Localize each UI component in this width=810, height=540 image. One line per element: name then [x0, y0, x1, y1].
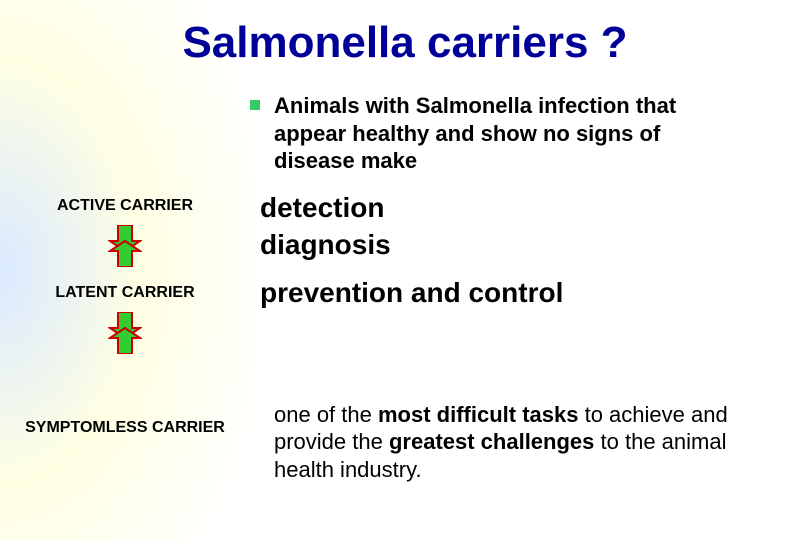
closing-bold-2: greatest challenges — [389, 429, 594, 454]
slide: Salmonella carriers ? Animals with Salmo… — [0, 0, 810, 540]
bullet-marker-icon — [250, 100, 260, 110]
keywords-column: detection diagnosis prevention and contr… — [250, 189, 810, 371]
keyword-prevention: prevention and control — [260, 274, 810, 312]
symptomless-carrier-label: SYMPTOMLESS CARRIER — [0, 401, 250, 437]
active-carrier-label: ACTIVE CARRIER — [57, 197, 193, 215]
carrier-column: ACTIVE CARRIER LATENT CARRIER — [0, 189, 250, 371]
arrow-icon — [108, 312, 142, 359]
bullet-row: Animals with Salmonella infection that a… — [0, 92, 810, 175]
bullet-text: Animals with Salmonella infection that a… — [274, 92, 744, 175]
keyword-diagnosis: diagnosis — [260, 226, 810, 264]
closing-text: one of the most difficult tasks to achie… — [250, 401, 810, 484]
latent-carrier-label: LATENT CARRIER — [55, 284, 194, 302]
keyword-detection: detection — [260, 189, 810, 227]
closing-pre: one of the — [274, 402, 378, 427]
closing-bold-1: most difficult tasks — [378, 402, 578, 427]
arrow-icon — [108, 225, 142, 272]
middle-block: ACTIVE CARRIER LATENT CARRIER detection … — [0, 189, 810, 371]
bottom-row: SYMPTOMLESS CARRIER one of the most diff… — [0, 401, 810, 484]
slide-title: Salmonella carriers ? — [0, 0, 810, 68]
